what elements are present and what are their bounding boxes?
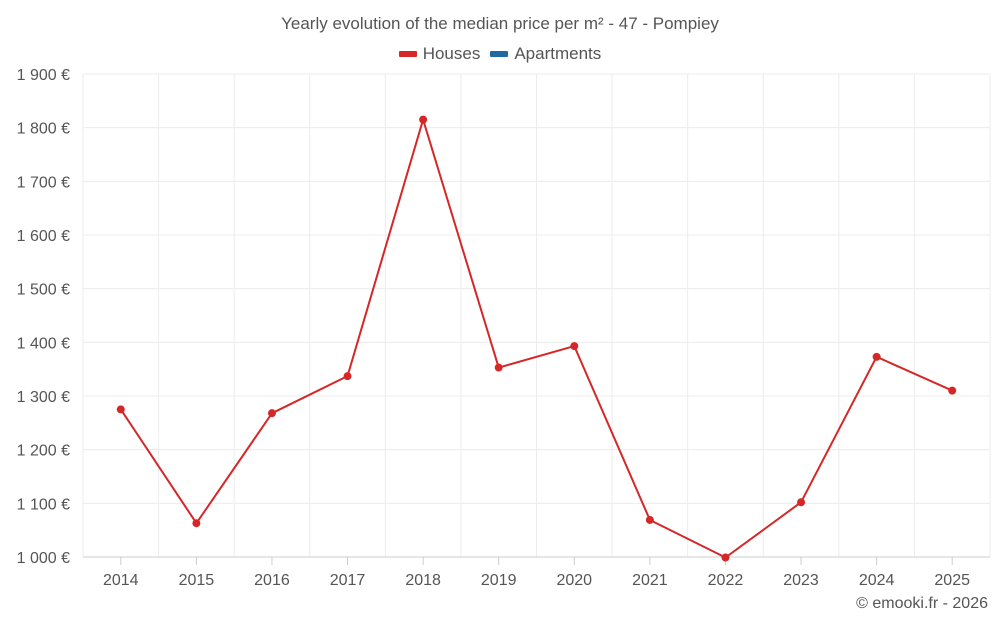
data-point (343, 372, 352, 381)
x-tick-label: 2014 (103, 572, 139, 589)
y-tick-label: 1 200 € (17, 443, 70, 460)
y-tick-label: 1 800 € (17, 121, 70, 138)
legend-item-houses[interactable]: Houses (398, 44, 481, 64)
y-tick-label: 1 000 € (17, 550, 70, 567)
data-point (872, 352, 881, 361)
chart-legend: Houses Apartments (0, 44, 1000, 64)
y-tick-label: 1 600 € (17, 228, 70, 245)
data-point (267, 409, 276, 418)
x-tick-label: 2023 (783, 572, 819, 589)
y-tick-label: 1 400 € (17, 335, 70, 352)
data-point (192, 519, 201, 528)
legend-label-houses: Houses (422, 44, 481, 63)
grid (82, 73, 991, 557)
data-point (494, 363, 503, 372)
data-point (948, 386, 957, 395)
data-point (721, 553, 730, 562)
series-line-houses (119, 118, 953, 559)
data-point (570, 342, 579, 351)
data-point (797, 498, 806, 507)
x-tick-label: 2015 (179, 572, 215, 589)
x-tick-label: 2022 (708, 572, 744, 589)
data-point (419, 115, 428, 124)
x-tick-label: 2019 (481, 572, 517, 589)
y-tick-label: 1 300 € (17, 389, 70, 406)
series-houses (116, 115, 957, 562)
x-tick-label: 2017 (330, 572, 366, 589)
x-tick-label: 2024 (859, 572, 895, 589)
footer-credit: © emooki.fr - 2026 (856, 595, 988, 612)
x-tick-label: 2018 (405, 572, 441, 589)
legend-swatch-apartments (490, 51, 509, 57)
axes: 1 000 € 1 100 € 1 200 € 1 300 € 1 400 € 1 500… (17, 67, 990, 589)
legend-swatch-houses (398, 51, 417, 57)
x-tick-label: 2016 (254, 572, 290, 589)
y-tick-label: 1 500 € (17, 282, 70, 299)
y-tick-label: 1 700 € (17, 174, 70, 191)
x-tick-label: 2020 (556, 572, 592, 589)
y-tick-label: 1 900 € (17, 67, 70, 84)
chart-title: Yearly evolution of the median price per… (281, 14, 719, 33)
legend-item-apartments[interactable]: Apartments (490, 44, 601, 64)
data-point (116, 405, 125, 414)
data-point (645, 515, 654, 524)
x-tick-label: 2021 (632, 572, 668, 589)
x-tick-label: 2025 (934, 572, 970, 589)
y-tick-label: 1 100 € (17, 496, 70, 513)
legend-label-apartments: Apartments (514, 44, 602, 63)
